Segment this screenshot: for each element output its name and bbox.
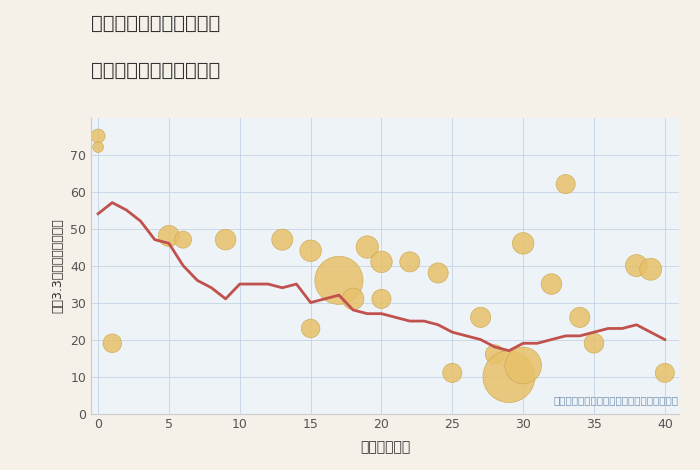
Point [333,276,344,284]
Point [517,362,528,369]
Y-axis label: 坪（3.3㎡）単価（万円）: 坪（3.3㎡）単価（万円） [52,218,64,313]
Point [517,240,528,247]
Point [305,325,316,332]
Point [305,247,316,254]
Point [560,180,571,188]
Text: 築年数別中古戸建て価格: 築年数別中古戸建て価格 [91,61,220,80]
Point [376,258,387,266]
Point [503,373,514,380]
Point [92,143,104,151]
Point [546,280,557,288]
Point [347,295,358,303]
Point [574,313,585,321]
Point [220,236,231,243]
Point [645,266,657,273]
X-axis label: 築年数（年）: 築年数（年） [360,440,410,454]
Point [659,369,671,376]
Point [404,258,415,266]
Point [376,295,387,303]
Point [276,236,288,243]
Point [447,369,458,376]
Point [631,262,642,269]
Point [178,236,189,243]
Text: 円の大きさは、取引のあった物件面積を示す: 円の大きさは、取引のあった物件面積を示す [554,395,679,405]
Point [163,232,174,240]
Point [362,243,373,251]
Point [106,339,118,347]
Point [589,339,600,347]
Point [489,351,500,358]
Point [92,132,104,140]
Point [433,269,444,277]
Point [475,313,486,321]
Text: 福岡県中間市上底井野の: 福岡県中間市上底井野の [91,14,220,33]
